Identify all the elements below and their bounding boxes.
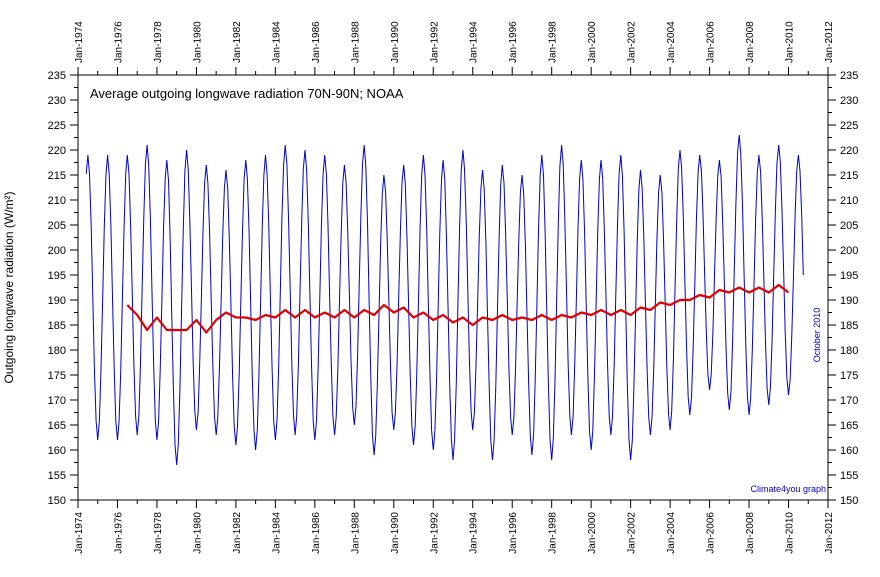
x-tick-label-bottom: Jan-2012	[824, 512, 835, 554]
x-tick-label-bottom: Jan-2002	[627, 512, 638, 554]
x-tick-label-top: Jan-1996	[508, 21, 519, 63]
y-tick-label-right: 155	[840, 470, 858, 482]
y-axis-label: Outgoing longwave radiation (W/m²)	[2, 191, 16, 383]
x-tick-label-bottom: Jan-1978	[153, 512, 164, 554]
y-tick-label-left: 180	[48, 345, 66, 357]
right-y-axis: 150 155 160 165 170 175 180 185 190 195 200 205 210 2…	[828, 70, 858, 507]
x-tick-label-top: Jan-2006	[706, 21, 717, 63]
x-tick-label-bottom: Jan-1994	[469, 512, 480, 554]
x-tick-label-top: Jan-2012	[824, 21, 835, 63]
annotation-credit: Climate4you graph	[750, 484, 826, 494]
x-tick-label-top: Jan-2002	[627, 21, 638, 63]
y-tick-label-right: 215	[840, 170, 858, 182]
y-tick-label-right: 190	[840, 295, 858, 307]
x-tick-label-top: Jan-1992	[429, 21, 440, 63]
y-tick-label-right: 200	[840, 245, 858, 257]
y-tick-label-left: 220	[48, 145, 66, 157]
y-tick-label-left: 170	[48, 395, 66, 407]
y-tick-label-right: 210	[840, 195, 858, 207]
y-tick-label-left: 225	[48, 120, 66, 132]
x-tick-label-top: Jan-2004	[666, 21, 677, 63]
x-tick-label-top: Jan-2000	[587, 21, 598, 63]
annotation-date: October 2010	[812, 308, 822, 363]
y-tick-label-right: 225	[840, 120, 858, 132]
x-tick-label-bottom: Jan-2008	[745, 512, 756, 554]
y-tick-label-left: 160	[48, 445, 66, 457]
y-tick-label-right: 150	[840, 495, 858, 507]
y-tick-label-right: 195	[840, 270, 858, 282]
y-tick-label-right: 205	[840, 220, 858, 232]
x-tick-label-top: Jan-1976	[113, 21, 124, 63]
y-tick-label-right: 170	[840, 395, 858, 407]
y-tick-label-left: 210	[48, 195, 66, 207]
y-tick-label-left: 200	[48, 245, 66, 257]
chart-title: Average outgoing longwave radiation 70N-…	[90, 86, 404, 101]
top-x-axis: Jan-1974 Jan-1976 Jan-1978 Jan-1980 Jan-1982…	[74, 21, 835, 75]
y-tick-label-right: 230	[840, 95, 858, 107]
x-tick-label-bottom: Jan-1974	[74, 512, 85, 554]
y-tick-label-left: 150	[48, 495, 66, 507]
x-tick-label-top: Jan-1990	[390, 21, 401, 63]
x-tick-label-top: Jan-1980	[192, 21, 203, 63]
y-tick-label-right: 160	[840, 445, 858, 457]
series-group	[85, 134, 804, 466]
y-tick-label-left: 235	[48, 70, 66, 82]
y-tick-label-right: 185	[840, 320, 858, 332]
y-tick-label-right: 180	[840, 345, 858, 357]
x-tick-label-bottom: Jan-1996	[508, 512, 519, 554]
x-tick-label-bottom: Jan-1984	[271, 512, 282, 554]
x-tick-label-bottom: Jan-2010	[785, 512, 796, 554]
x-tick-label-bottom: Jan-1980	[192, 512, 203, 554]
series-line-monthly	[85, 134, 804, 466]
y-tick-label-left: 175	[48, 370, 66, 382]
y-tick-label-left: 195	[48, 270, 66, 282]
x-tick-label-top: Jan-2008	[745, 21, 756, 63]
x-tick-label-top: Jan-1998	[548, 21, 559, 63]
y-tick-label-right: 175	[840, 370, 858, 382]
y-tick-label-left: 230	[48, 95, 66, 107]
x-tick-label-top: Jan-1974	[74, 21, 85, 63]
x-tick-label-top: Jan-1984	[271, 21, 282, 63]
x-tick-label-top: Jan-1982	[232, 21, 243, 63]
x-tick-label-bottom: Jan-1988	[350, 512, 361, 554]
x-tick-label-top: Jan-1994	[469, 21, 480, 63]
y-tick-label-right: 165	[840, 420, 858, 432]
x-tick-label-bottom: Jan-1976	[113, 512, 124, 554]
x-tick-label-bottom: Jan-1982	[232, 512, 243, 554]
x-tick-label-bottom: Jan-1998	[548, 512, 559, 554]
x-tick-label-bottom: Jan-1992	[429, 512, 440, 554]
x-tick-label-top: Jan-2010	[785, 21, 796, 63]
x-tick-label-top: Jan-1978	[153, 21, 164, 63]
y-tick-label-left: 165	[48, 420, 66, 432]
y-tick-label-right: 220	[840, 145, 858, 157]
left-y-axis: 150 155 160 165 170 175 180 185 190 195 200 205 210 2…	[48, 70, 78, 507]
series-line-running-mean	[126, 283, 790, 334]
x-tick-label-bottom: Jan-2004	[666, 512, 677, 554]
y-tick-label-left: 215	[48, 170, 66, 182]
x-tick-label-bottom: Jan-2000	[587, 512, 598, 554]
x-tick-label-bottom: Jan-1986	[311, 512, 322, 554]
x-tick-label-top: Jan-1986	[311, 21, 322, 63]
y-tick-label-left: 205	[48, 220, 66, 232]
bottom-x-axis: Jan-1974 Jan-1976 Jan-1978 Jan-1980 Jan-1982…	[74, 500, 835, 554]
y-tick-label-left: 190	[48, 295, 66, 307]
y-tick-label-right: 235	[840, 70, 858, 82]
x-tick-label-bottom: Jan-2006	[706, 512, 717, 554]
x-tick-label-top: Jan-1988	[350, 21, 361, 63]
y-tick-label-left: 155	[48, 470, 66, 482]
x-tick-label-bottom: Jan-1990	[390, 512, 401, 554]
y-tick-label-left: 185	[48, 320, 66, 332]
